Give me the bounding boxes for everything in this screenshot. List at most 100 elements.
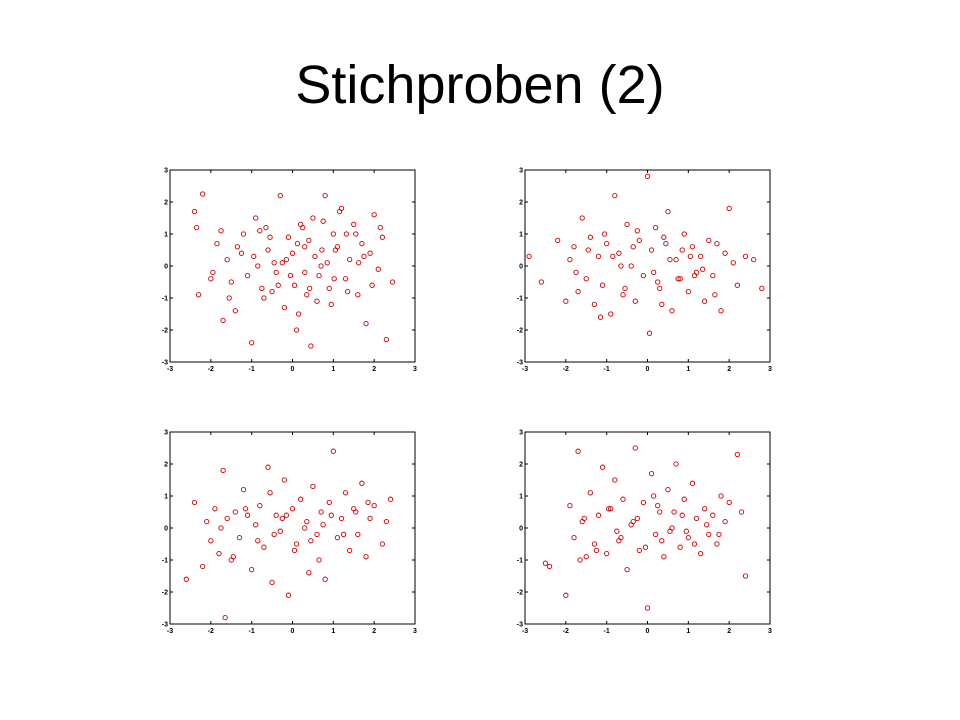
y-tick-label: 2 bbox=[519, 462, 523, 469]
data-point bbox=[679, 512, 685, 518]
y-tick-label: -2 bbox=[162, 328, 168, 335]
x-tick-label: -1 bbox=[604, 628, 610, 635]
data-point bbox=[614, 528, 620, 534]
scatter-plot-3: -3 -2 -1 0 1 2 3 -3 -2 -1 0 1 2 3 bbox=[162, 430, 417, 636]
data-point bbox=[571, 534, 577, 541]
data-point bbox=[620, 292, 626, 298]
data-point bbox=[281, 477, 287, 483]
data-point bbox=[387, 496, 394, 502]
data-point bbox=[383, 518, 390, 525]
data-point bbox=[610, 253, 616, 260]
data-point bbox=[702, 506, 708, 512]
data-point bbox=[653, 224, 659, 231]
x-tick-label: 2 bbox=[727, 628, 731, 635]
data-point bbox=[291, 282, 298, 288]
data-point bbox=[353, 231, 359, 237]
data-point bbox=[644, 605, 651, 611]
data-point bbox=[340, 531, 347, 538]
x-tick-label: -3 bbox=[167, 628, 173, 635]
data-point bbox=[710, 272, 716, 279]
data-point bbox=[606, 506, 612, 512]
data-point bbox=[689, 480, 696, 486]
data-point bbox=[330, 448, 336, 454]
y-tick-label: 0 bbox=[164, 264, 168, 271]
data-point bbox=[367, 515, 373, 522]
y-tick-label: 2 bbox=[164, 462, 168, 469]
data-point bbox=[308, 343, 314, 349]
data-point bbox=[334, 534, 341, 541]
data-point bbox=[665, 486, 671, 493]
data-point bbox=[383, 336, 390, 343]
y-tick-label: -1 bbox=[517, 296, 523, 303]
data-point bbox=[332, 247, 339, 253]
data-point bbox=[320, 522, 326, 528]
data-point bbox=[655, 279, 661, 285]
data-point bbox=[697, 550, 704, 557]
data-point bbox=[300, 224, 306, 231]
data-point bbox=[269, 288, 275, 295]
data-point bbox=[361, 253, 367, 260]
data-point bbox=[575, 448, 581, 454]
data-point bbox=[648, 470, 655, 477]
data-point bbox=[302, 269, 308, 276]
data-point bbox=[230, 554, 236, 560]
data-point bbox=[689, 244, 696, 250]
data-point bbox=[353, 509, 359, 515]
data-point bbox=[265, 464, 271, 470]
x-tick-label: -2 bbox=[563, 628, 569, 635]
x-tick-label: 3 bbox=[413, 366, 417, 373]
data-point bbox=[326, 499, 332, 506]
data-point bbox=[200, 563, 206, 570]
data-point bbox=[244, 512, 251, 518]
data-point bbox=[738, 509, 745, 515]
data-point bbox=[291, 547, 298, 554]
data-point bbox=[257, 228, 263, 234]
data-point bbox=[379, 541, 385, 547]
data-point bbox=[342, 276, 349, 282]
data-point bbox=[571, 244, 577, 250]
data-point bbox=[716, 531, 722, 538]
data-point bbox=[285, 234, 292, 240]
y-tick-label: 3 bbox=[519, 430, 523, 437]
x-tick-label: -3 bbox=[522, 366, 528, 373]
data-point bbox=[710, 512, 716, 518]
data-point bbox=[632, 298, 638, 304]
data-point bbox=[310, 215, 316, 221]
data-point bbox=[644, 173, 651, 180]
data-point bbox=[328, 301, 334, 308]
y-tick-label: 3 bbox=[519, 168, 523, 175]
data-point bbox=[314, 298, 320, 304]
data-point bbox=[593, 547, 600, 554]
data-point bbox=[355, 260, 362, 266]
data-point bbox=[318, 509, 324, 515]
data-point bbox=[634, 228, 640, 234]
data-point bbox=[347, 256, 353, 263]
data-point bbox=[375, 266, 381, 272]
data-point bbox=[255, 538, 261, 544]
data-point bbox=[661, 234, 667, 240]
data-point bbox=[295, 311, 302, 317]
data-point bbox=[294, 240, 301, 247]
data-point bbox=[734, 451, 740, 458]
data-point bbox=[298, 496, 304, 502]
y-tick-label: 0 bbox=[519, 526, 523, 533]
data-point bbox=[659, 301, 665, 308]
data-point bbox=[355, 531, 361, 538]
data-point bbox=[632, 445, 638, 451]
data-point bbox=[699, 266, 706, 272]
data-point bbox=[208, 538, 214, 544]
data-point bbox=[706, 237, 712, 244]
data-point bbox=[293, 541, 300, 547]
data-point bbox=[302, 244, 308, 250]
data-point bbox=[371, 212, 377, 218]
data-point bbox=[734, 282, 740, 288]
data-point bbox=[575, 288, 581, 295]
data-point bbox=[355, 292, 361, 298]
data-point bbox=[279, 515, 285, 522]
data-point bbox=[363, 320, 369, 327]
data-point bbox=[618, 263, 624, 269]
data-point bbox=[324, 260, 330, 266]
y-tick-label: -1 bbox=[162, 558, 168, 565]
data-point bbox=[567, 502, 573, 509]
x-tick-label: 1 bbox=[686, 628, 690, 635]
